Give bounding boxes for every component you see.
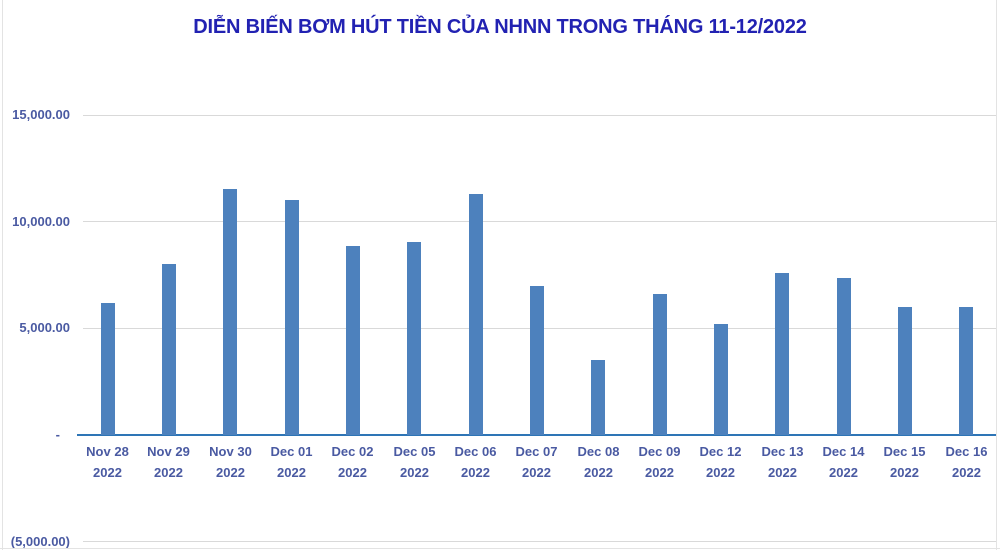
x-tick-year: 2022: [584, 465, 613, 480]
x-tick-year: 2022: [277, 465, 306, 480]
x-tick-date: Dec 01: [270, 444, 313, 459]
x-tick-year: 2022: [706, 465, 735, 480]
x-axis-tick-label: Dec 08 2022: [568, 441, 629, 483]
x-tick-year: 2022: [400, 465, 429, 480]
x-tick-year: 2022: [461, 465, 490, 480]
bar-dec-02: [346, 246, 360, 435]
x-axis-line: [77, 434, 997, 436]
x-axis-tick-label: Dec 01 2022: [261, 441, 322, 483]
x-tick-date: Dec 13: [761, 444, 804, 459]
x-tick-date: Dec 07: [515, 444, 558, 459]
x-axis-tick-label: Dec 06 2022: [445, 441, 506, 483]
x-tick-date: Dec 16: [945, 444, 988, 459]
x-tick-date: Nov 29: [147, 444, 190, 459]
bar-dec-14: [837, 278, 851, 435]
x-axis-tick-label: Dec 07 2022: [506, 441, 567, 483]
x-tick-year: 2022: [829, 465, 858, 480]
bar-dec-16: [959, 307, 973, 435]
x-tick-year: 2022: [338, 465, 367, 480]
x-tick-year: 2022: [522, 465, 551, 480]
x-tick-date: Dec 12: [699, 444, 742, 459]
x-tick-date: Dec 09: [638, 444, 681, 459]
x-axis-tick-label: Nov 28 2022: [77, 441, 138, 483]
x-axis-tick-label: Dec 13 2022: [752, 441, 813, 483]
bar-dec-09: [653, 294, 667, 435]
bar-dec-01: [285, 200, 299, 435]
y-axis-tick-label: 15,000.00: [12, 107, 70, 122]
y-gridline: [83, 114, 997, 116]
x-tick-date: Nov 30: [209, 444, 252, 459]
x-axis-tick-label: Dec 15 2022: [874, 441, 935, 483]
bar-dec-06: [469, 194, 483, 435]
x-axis-tick-label: Dec 09 2022: [629, 441, 690, 483]
x-tick-year: 2022: [216, 465, 245, 480]
chart-title: DIỄN BIẾN BƠM HÚT TIỀN CỦA NHNN TRONG TH…: [193, 16, 807, 38]
x-tick-year: 2022: [890, 465, 919, 480]
bar-nov-30: [223, 189, 237, 435]
y-gridline: [83, 221, 997, 223]
y-axis-tick-label: -: [55, 427, 60, 442]
sheet-edge-left: [2, 0, 3, 550]
sheet-edge-right: [996, 0, 997, 550]
x-tick-year: 2022: [645, 465, 674, 480]
x-tick-date: Dec 15: [883, 444, 926, 459]
bar-dec-13: [775, 273, 789, 435]
x-tick-year: 2022: [768, 465, 797, 480]
x-axis-tick-label: Dec 12 2022: [690, 441, 751, 483]
sheet-edge-bottom: [0, 548, 1000, 549]
bar-nov-29: [162, 264, 176, 435]
x-tick-year: 2022: [952, 465, 981, 480]
x-axis-tick-label: Dec 14 2022: [813, 441, 874, 483]
x-axis-tick-label: Dec 05 2022: [384, 441, 445, 483]
x-axis-tick-label: Nov 29 2022: [138, 441, 199, 483]
y-axis-tick-label: 5,000.00: [19, 320, 70, 336]
bar-dec-15: [898, 307, 912, 435]
x-axis-tick-label: Dec 16 2022: [936, 441, 997, 483]
bar-dec-07: [530, 286, 544, 435]
x-tick-year: 2022: [93, 465, 122, 480]
x-tick-date: Nov 28: [86, 444, 129, 459]
x-tick-date: Dec 08: [577, 444, 620, 459]
y-gridline: [83, 541, 997, 543]
bar-nov-28: [101, 303, 115, 435]
bar-dec-12: [714, 324, 728, 435]
bar-dec-05: [407, 242, 421, 435]
y-axis-tick-label: 10,000.00: [12, 213, 70, 229]
bar-dec-08: [591, 360, 605, 435]
y-axis-tick-label: (5,000.00): [10, 533, 70, 549]
x-axis-tick-label: Nov 30 2022: [200, 441, 261, 483]
x-tick-year: 2022: [154, 465, 183, 480]
x-tick-date: Dec 02: [331, 444, 374, 459]
x-axis-tick-label: Dec 02 2022: [322, 441, 383, 483]
x-tick-date: Dec 06: [454, 444, 497, 459]
x-tick-date: Dec 14: [822, 444, 865, 459]
x-tick-date: Dec 05: [393, 444, 436, 459]
